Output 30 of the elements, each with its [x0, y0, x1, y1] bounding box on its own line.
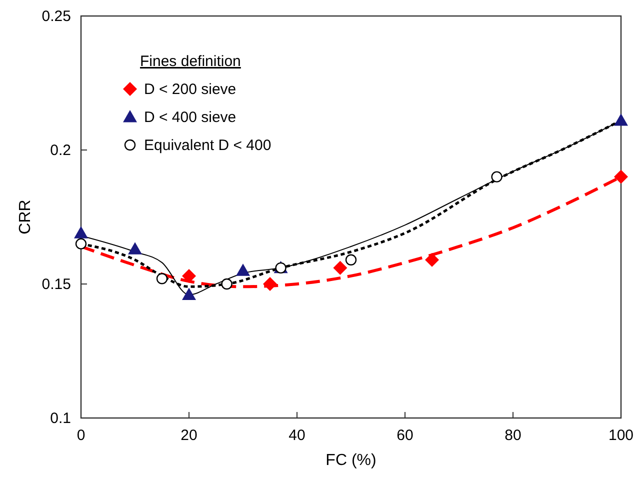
- point: [614, 114, 628, 126]
- y-axis-title: CRR: [17, 200, 34, 234]
- point: [263, 277, 277, 291]
- point: [614, 170, 628, 184]
- y-tick-label: 0.15: [42, 276, 71, 293]
- x-tick-label: 100: [608, 427, 634, 444]
- x-tick-label: 40: [288, 427, 306, 444]
- point: [491, 171, 502, 182]
- x-tick-label: 20: [180, 427, 198, 444]
- point: [236, 264, 250, 276]
- y-tick-label: 0.25: [42, 8, 71, 25]
- point: [221, 278, 232, 290]
- legend-label: Equivalent D < 400: [144, 137, 272, 154]
- x-tick-label: 0: [76, 427, 86, 444]
- point: [333, 260, 348, 275]
- x-tick-label: 80: [504, 427, 522, 444]
- point: [128, 242, 142, 254]
- x-tick-label: 60: [396, 427, 414, 444]
- legend-label: D < 200 sieve: [144, 81, 236, 98]
- x-axis-title: FC (%): [326, 452, 376, 469]
- point: [156, 273, 168, 284]
- point: [182, 288, 196, 300]
- legend-title: Fines definition: [140, 53, 241, 70]
- y-tick-label: 0.1: [50, 410, 71, 427]
- point: [75, 238, 87, 250]
- legend-label: D < 400 sieve: [144, 109, 236, 126]
- point: [425, 252, 439, 267]
- point: [74, 226, 88, 238]
- y-tick-label: 0.2: [50, 142, 71, 159]
- point: [182, 268, 196, 283]
